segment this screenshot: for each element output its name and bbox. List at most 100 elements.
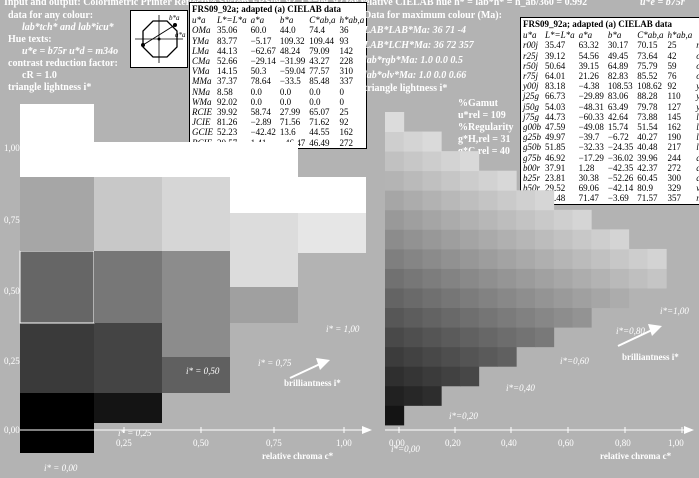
- mosaic-cell: [403, 268, 423, 289]
- table-cell: 79.09: [309, 45, 330, 56]
- table-cell: 35.06: [217, 25, 238, 36]
- table-cell: 65.07: [309, 107, 330, 118]
- x-tick: 0,25: [116, 438, 132, 448]
- table-cell: 66.73: [545, 91, 566, 102]
- table-cell: 42.37: [637, 162, 658, 173]
- mosaic-cell: [385, 229, 405, 250]
- brilliantness-label: brilliantness i*: [622, 352, 679, 362]
- cielab-table-2: FRS09_92a; adapted (a) CIELAB data u*a L…: [520, 17, 699, 205]
- mosaic-cell: [441, 307, 461, 328]
- mosaic-cell: [497, 209, 517, 230]
- table-row: YMa 83.77 −5.17 109.32 109.44 93: [190, 36, 366, 46]
- table-cell: r50j: [523, 60, 539, 71]
- mosaic-cell: [572, 288, 592, 309]
- table-cell: 272: [667, 162, 682, 173]
- mosaic-cell: [478, 346, 498, 367]
- table-cell: −4.38: [578, 81, 600, 92]
- mosaic-cell: [403, 190, 423, 211]
- table-cell: 88.28: [637, 91, 658, 102]
- table-cell: 83.18: [545, 81, 566, 92]
- cell: [20, 104, 94, 177]
- info-line: lab*olv*Ma: 1.0 0.0 0.66: [364, 70, 467, 81]
- mosaic-cell: [478, 248, 498, 269]
- mosaic-cell: [385, 307, 405, 328]
- mosaic-cell: [403, 170, 423, 191]
- table-cell: −29.14: [250, 56, 276, 67]
- table-row: CMa 52.66 −29.14 −31.99 43.27 228: [190, 56, 366, 66]
- table-cell: 162: [339, 127, 354, 138]
- table-cell: l87c: [696, 142, 699, 153]
- mosaic-cell: [441, 346, 461, 367]
- table-cell: 109.32: [279, 35, 305, 46]
- mosaic-cell: [422, 170, 442, 191]
- table-row: r75j 64.01 21.26 82.83 85.52 76 o69y: [521, 71, 699, 81]
- info-line: Data for maximum colour (Ma):: [364, 10, 502, 21]
- table-cell: y00j: [523, 81, 539, 92]
- table-cell: 0.0: [250, 96, 262, 107]
- cell: [162, 177, 230, 251]
- mosaic-cell: [478, 307, 498, 328]
- mosaic-cell: [441, 268, 461, 289]
- table-cell: 93: [339, 35, 349, 46]
- mosaic-cell: [497, 346, 517, 367]
- mosaic-cell: [422, 229, 442, 250]
- info-line: %Gamut: [458, 98, 498, 109]
- table-cell: 1.28: [578, 162, 595, 173]
- table-header: L*=L*a: [217, 15, 247, 26]
- table-cell: −62.67: [250, 45, 276, 56]
- svg-text:b*a: b*a: [169, 14, 180, 22]
- table-row: r00j 35.47 63.32 30.17 70.15 25 m81o: [521, 40, 699, 50]
- table-cell: y69l: [694, 102, 699, 112]
- table-cell: o10y: [694, 51, 699, 61]
- table-cell: 44.73: [545, 111, 566, 122]
- cell: [94, 177, 162, 251]
- table-cell: 92: [667, 81, 677, 92]
- table-cell: 59: [667, 60, 677, 71]
- table-cell: −33.5: [279, 76, 301, 87]
- table-cell: 82.83: [607, 71, 629, 82]
- table-cell: 357: [667, 193, 682, 204]
- i-level-label: i* = 0,25: [118, 428, 152, 438]
- mosaic-cell: [497, 248, 517, 269]
- mosaic-cell: [497, 229, 517, 250]
- table-cell: l03c: [696, 111, 699, 122]
- table-cell: 49.45: [607, 50, 629, 61]
- mosaic-cell: [422, 268, 442, 289]
- cell: [20, 177, 94, 251]
- table-cell: 64.89: [607, 60, 629, 71]
- table-cell: 52.23: [217, 127, 238, 138]
- mosaic-cell: [478, 229, 498, 250]
- table-cell: −32.33: [578, 142, 604, 153]
- mosaic-cell: [385, 190, 405, 211]
- info-line: LAB*LCH*Ma: 36 72 357: [364, 40, 474, 51]
- table-header-row: u*a L*=L*a a*a b*a C*ab,a h*ab,a: [190, 15, 366, 25]
- mosaic-cell: [460, 190, 480, 211]
- table-cell: b50r: [523, 183, 541, 194]
- mosaic-cell: [497, 190, 517, 211]
- table-cell: 1.41: [250, 137, 267, 148]
- mosaic-cell: [422, 151, 442, 172]
- table-cell: −29.89: [578, 91, 604, 102]
- mosaic-cell: [516, 307, 536, 328]
- table-cell: 40.48: [637, 142, 658, 153]
- table-cell: 78.64: [250, 76, 271, 87]
- table-cell: 30.57: [217, 137, 238, 148]
- y-tick: 0,75: [4, 215, 20, 225]
- table-cell: 25: [667, 40, 677, 51]
- table-cell: 0: [339, 96, 345, 107]
- table-cell: RCIE: [192, 107, 212, 118]
- table-cell: 85.48: [309, 76, 330, 87]
- info-line: u*rel = 109: [458, 110, 506, 121]
- table-row: OMa 35.06 60.0 44.0 74.4 36: [190, 25, 366, 35]
- table-cell: −6.72: [607, 132, 629, 143]
- table-cell: VMa: [192, 66, 210, 77]
- table-cell: 39.96: [637, 152, 658, 163]
- table-cell: v68m: [694, 183, 699, 193]
- info-line: cR = 1.0: [22, 70, 57, 81]
- table-cell: 27.99: [279, 107, 301, 118]
- table-cell: 0.0: [309, 96, 321, 107]
- mosaic-cell: [497, 268, 517, 289]
- table-cell: 58.74: [250, 107, 271, 118]
